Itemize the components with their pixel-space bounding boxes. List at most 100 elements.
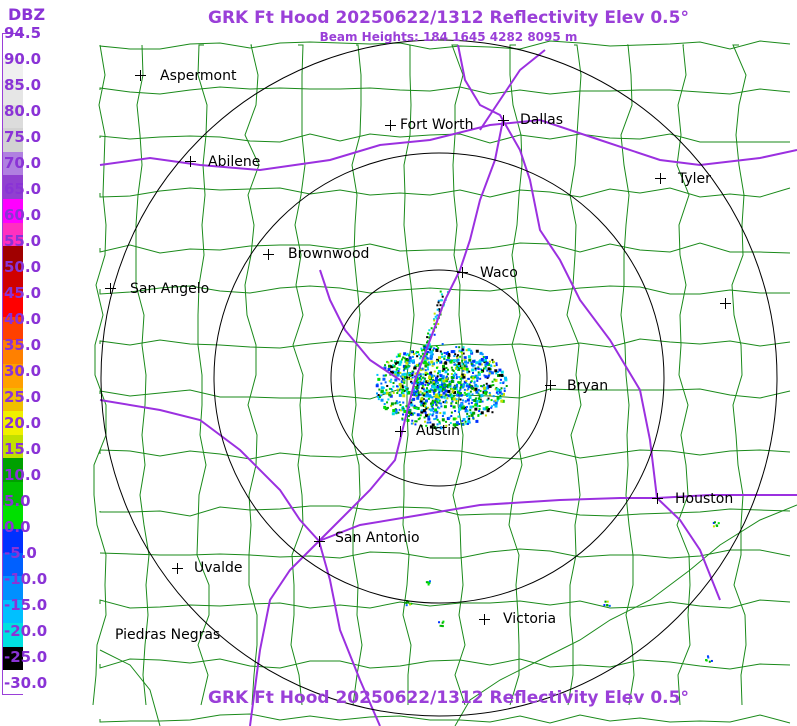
echo-pixel — [488, 373, 491, 376]
echo-pixel — [425, 344, 428, 347]
echo-pixel — [392, 409, 396, 413]
echo-pixel — [450, 394, 453, 397]
echo-pixel — [452, 376, 455, 379]
echo-pixel — [493, 364, 496, 367]
echo-pixel — [434, 395, 438, 399]
echo-pixel — [411, 374, 414, 377]
echo-pixel — [402, 401, 405, 404]
echo-pixel — [407, 601, 410, 604]
echo-pixel — [491, 358, 494, 361]
echo-pixel — [445, 424, 448, 427]
county-line — [99, 449, 791, 460]
legend-label: 45.0 — [4, 284, 42, 302]
echo-pixel — [391, 412, 395, 416]
echo-pixel — [432, 410, 435, 413]
echo-pixel — [409, 401, 413, 405]
echo-pixel — [422, 353, 425, 356]
echo-pixel — [417, 391, 420, 394]
echo-pixel — [443, 405, 447, 409]
echo-pixel — [461, 367, 464, 370]
echo-pixel — [419, 373, 422, 376]
echo-pixel — [453, 372, 456, 375]
echo-pixel — [445, 366, 448, 369]
echo-pixel — [503, 387, 506, 390]
city-marker — [105, 283, 116, 294]
echo-pixel — [463, 388, 466, 391]
legend-label: 20.0 — [4, 414, 42, 432]
highway — [318, 494, 797, 542]
echo-pixel — [461, 399, 464, 402]
echo-pixel — [395, 375, 398, 378]
echo-pixel — [433, 388, 437, 392]
legend-label: -20.0 — [4, 622, 48, 640]
echo-pixel — [447, 389, 451, 393]
echo-pixel — [421, 384, 424, 387]
echo-pixel — [380, 394, 383, 397]
echo-pixel — [439, 374, 443, 378]
echo-pixel — [412, 392, 416, 396]
echo-pixel — [486, 369, 489, 372]
echo-pixel — [424, 412, 427, 415]
county-line — [99, 133, 790, 144]
echo-pixel — [404, 359, 407, 362]
echo-pixel — [390, 359, 393, 362]
echo-pixel — [422, 398, 425, 401]
echo-pixel — [460, 351, 463, 354]
echo-pixel — [466, 393, 469, 396]
county-line — [99, 649, 161, 726]
echo-pixel — [412, 390, 415, 393]
echo-pixel — [495, 362, 498, 365]
echo-pixel — [414, 423, 417, 426]
echo-pixel — [427, 413, 430, 416]
echo-pixel — [438, 391, 441, 394]
reflectivity-echoes — [375, 290, 720, 663]
echo-pixel — [419, 403, 422, 406]
echo-pixel — [483, 391, 486, 394]
echo-pixel — [414, 372, 417, 375]
legend-swatch — [3, 151, 23, 176]
county-line — [99, 505, 791, 517]
echo-pixel — [429, 363, 432, 366]
legend-swatch — [3, 104, 23, 129]
echo-pixel — [465, 384, 469, 388]
echo-pixel — [425, 394, 429, 398]
echo-pixel — [466, 398, 470, 402]
echo-pixel — [439, 383, 442, 386]
echo-pixel — [470, 380, 473, 383]
echo-pixel — [428, 408, 431, 411]
echo-pixel — [455, 364, 458, 367]
echo-pixel — [464, 360, 468, 364]
echo-pixel — [478, 410, 481, 413]
echo-pixel — [411, 370, 414, 373]
echo-pixel — [388, 393, 392, 397]
legend-swatch — [3, 458, 23, 483]
echo-pixel — [428, 329, 431, 332]
echo-pixel — [462, 423, 465, 426]
echo-pixel — [416, 406, 420, 410]
echo-pixel — [459, 386, 462, 389]
echo-pixel — [410, 602, 413, 605]
legend-label: -25.0 — [4, 648, 48, 666]
echo-pixel — [426, 340, 429, 343]
echo-pixel — [488, 370, 492, 374]
echo-pixel — [425, 391, 428, 394]
highway — [479, 49, 546, 131]
echo-pixel — [445, 393, 448, 396]
echo-pixel — [416, 394, 420, 398]
echo-pixel — [492, 395, 495, 398]
echo-pixel — [438, 387, 442, 391]
echo-pixel — [453, 355, 456, 358]
echo-pixel — [446, 359, 449, 362]
echo-pixel — [441, 295, 444, 298]
echo-pixel — [428, 376, 432, 380]
echo-pixel — [710, 659, 713, 662]
echo-pixel — [439, 350, 442, 353]
city-marker — [498, 115, 509, 126]
city-marker — [172, 563, 183, 574]
echo-pixel — [460, 406, 464, 410]
echo-pixel — [437, 356, 441, 360]
echo-pixel — [416, 379, 419, 382]
echo-pixel — [414, 382, 417, 385]
echo-pixel — [390, 365, 394, 369]
legend-swatch — [3, 576, 23, 601]
